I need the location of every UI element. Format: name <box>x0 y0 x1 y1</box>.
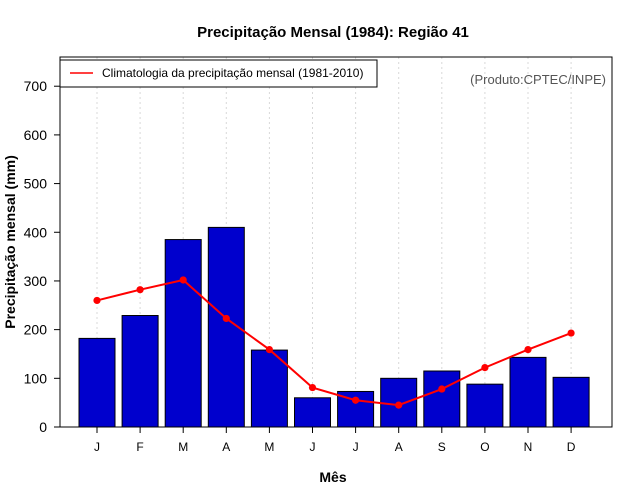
x-tick-label: M <box>264 440 274 454</box>
climatology-point-7 <box>352 396 360 404</box>
climatology-point-1 <box>93 296 101 305</box>
legend-box <box>59 59 378 88</box>
x-tick-label: O <box>480 440 489 454</box>
climatology-point-12 <box>567 329 575 337</box>
bar-11 <box>509 356 547 428</box>
x-tick-label: M <box>178 440 188 454</box>
x-tick-label: S <box>438 440 446 454</box>
climatology-point-11 <box>524 345 532 354</box>
climatology-point-10 <box>481 364 489 372</box>
source-annotation: (Produto:CPTEC/INPE) <box>470 72 606 87</box>
climatology-point-8 <box>395 401 403 409</box>
y-tick-label: 700 <box>24 78 48 94</box>
climatology-point-5 <box>265 345 273 354</box>
climatology-point-2 <box>136 286 144 294</box>
bar-10 <box>466 383 504 428</box>
y-tick-label: 100 <box>24 370 48 386</box>
plot-frame <box>59 56 613 428</box>
y-axis: 0 100 200 300 400 500 600 700 <box>24 78 60 435</box>
y-tick-label: 300 <box>24 273 48 289</box>
climatology-series <box>93 276 575 409</box>
x-tick-label: J <box>353 440 359 454</box>
x-axis-label: Mês <box>319 469 346 485</box>
y-tick-label: 200 <box>24 322 48 338</box>
climatology-point-9 <box>438 385 446 393</box>
bar-series <box>78 226 590 428</box>
y-tick-label: 400 <box>24 224 48 240</box>
y-tick-label: 500 <box>24 176 48 192</box>
y-tick-label: 0 <box>39 419 47 435</box>
bar-12 <box>552 376 590 428</box>
climatology-point-6 <box>308 383 317 392</box>
legend-entry-climatology: Climatologia da precipitação mensal (198… <box>102 66 363 80</box>
x-tick-label: J <box>94 440 100 454</box>
bar-2 <box>121 315 159 428</box>
x-tick-label: F <box>136 440 143 454</box>
x-tick-label: N <box>524 440 533 454</box>
bar-3 <box>164 239 202 428</box>
y-tick-label: 600 <box>24 127 48 143</box>
chart-title: Precipitação Mensal (1984): Região 41 <box>197 24 469 41</box>
bar-6 <box>294 397 331 428</box>
climatology-point-4 <box>222 314 230 323</box>
climatology-line <box>96 278 572 407</box>
x-tick-label: A <box>395 440 403 454</box>
x-tick-label: D <box>567 440 576 454</box>
y-axis-label: Precipitação mensal (mm) <box>2 155 18 329</box>
x-tick-label: A <box>222 440 230 454</box>
bar-9 <box>423 370 461 428</box>
bar-8 <box>380 377 418 428</box>
legend: Climatologia da precipitação mensal (198… <box>59 59 378 88</box>
climatology-point-3 <box>179 276 187 284</box>
x-tick-label: J <box>310 440 316 454</box>
bar-1 <box>78 337 116 428</box>
